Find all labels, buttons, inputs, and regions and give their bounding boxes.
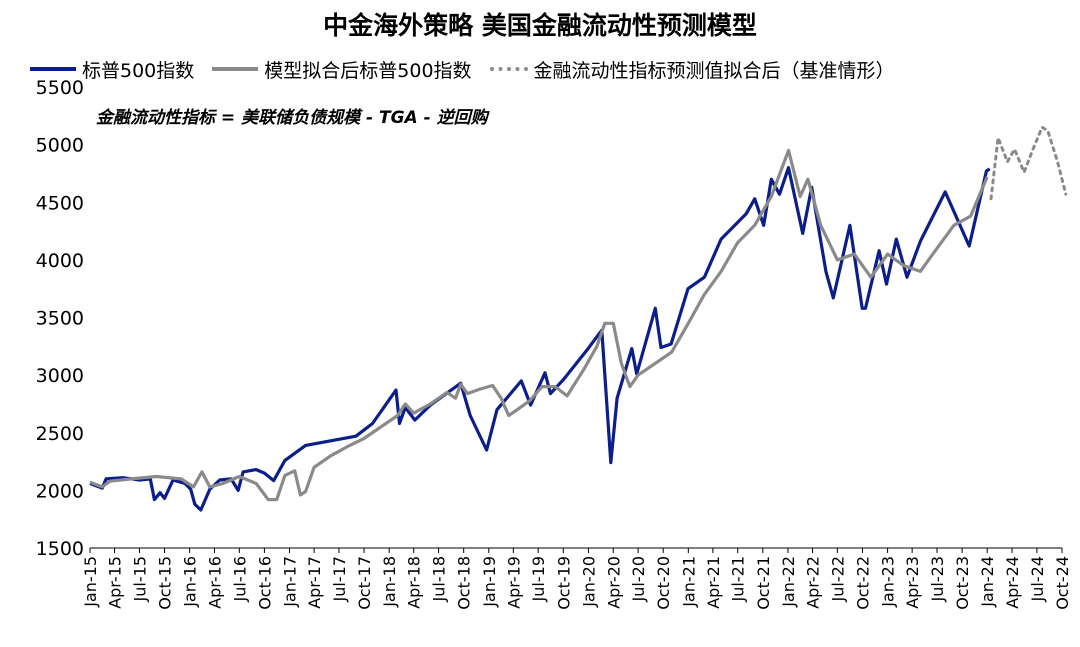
y-tick-label: 4000 <box>36 250 84 272</box>
x-tick-label: Jul-21 <box>729 556 748 602</box>
x-tick-label: Oct-23 <box>953 556 972 610</box>
x-axis: Jan-15 Apr-15 Jul-15 Oct-15 Jan-16 Apr-16 Jul-… <box>81 547 1072 610</box>
x-tick-label: Jul-23 <box>928 556 947 602</box>
x-tick-label: Jan-23 <box>879 556 898 608</box>
y-axis-labels: 1500 2000 2500 3000 3500 4000 4500 5000 5500 <box>36 77 84 560</box>
y-tick-label: 5500 <box>36 77 84 99</box>
y-tick-label: 5000 <box>36 135 84 157</box>
legend-label-sp500: 标普500指数 <box>82 59 195 82</box>
legend-label-forecast: 金融流动性指标预测值拟合后（基准情形） <box>533 59 895 82</box>
model-fit-line <box>89 148 989 502</box>
x-tick-label: Jul-16 <box>230 556 249 602</box>
x-tick-label: Oct-22 <box>853 556 872 610</box>
x-tick-label: Oct-16 <box>255 556 274 610</box>
legend-swatch-forecast <box>489 67 528 71</box>
x-tick-label: Oct-15 <box>156 556 175 610</box>
series-layer <box>89 125 1068 512</box>
forecast-line <box>989 125 1068 201</box>
legend-swatch-model <box>212 67 259 71</box>
legend-item-model: 模型拟合后标普500指数 <box>212 56 472 83</box>
x-tick-label: Jan-16 <box>181 556 200 608</box>
x-tick-label: Jan-24 <box>978 556 997 608</box>
chart-title: 中金海外策略 美国金融流动性预测模型 <box>323 11 757 40</box>
x-tick-label: Apr-16 <box>205 556 224 609</box>
x-tick-label: Apr-15 <box>106 556 125 609</box>
legend: 标普500指数 模型拟合后标普500指数 金融流动性指标预测值拟合后（基准情形） <box>30 54 913 84</box>
x-tick-label: Apr-22 <box>804 556 823 609</box>
x-tick-label: Oct-24 <box>1053 556 1072 610</box>
x-tick-label: Jul-18 <box>430 556 449 602</box>
x-tick-label: Oct-19 <box>554 556 573 610</box>
y-tick-label: 2500 <box>36 423 84 445</box>
x-tick-label: Jan-17 <box>281 556 300 608</box>
x-tick-label: Apr-19 <box>504 556 523 609</box>
x-tick-label: Oct-20 <box>654 556 673 610</box>
x-tick-label: Jan-18 <box>380 556 399 608</box>
y-tick-label: 3500 <box>36 308 84 330</box>
x-tick-label: Jul-17 <box>330 556 349 602</box>
x-tick-label: Jan-20 <box>579 556 598 608</box>
y-tick-label: 1500 <box>36 538 84 560</box>
x-tick-label: Jul-19 <box>529 556 548 602</box>
sp500-line <box>89 166 991 512</box>
x-tick-label: Apr-18 <box>405 556 424 609</box>
x-tick-label: Jan-19 <box>480 556 499 608</box>
x-tick-label: Jul-20 <box>629 556 648 602</box>
x-tick-label: Oct-18 <box>455 556 474 610</box>
x-tick-label: Apr-20 <box>604 556 623 609</box>
legend-swatch-sp500 <box>30 67 76 71</box>
y-tick-label: 2000 <box>36 480 84 502</box>
x-tick-label: Jan-22 <box>779 556 798 608</box>
legend-item-sp500: 标普500指数 <box>30 56 194 83</box>
chart-annotation: 金融流动性指标 = 美联储负债规模 - TGA - 逆回购 <box>96 108 491 128</box>
x-tick-label: Jul-24 <box>1028 556 1047 602</box>
x-tick-label: Jan-21 <box>679 556 698 608</box>
x-tick-label: Jul-22 <box>828 556 847 602</box>
x-tick-label: Apr-21 <box>704 556 723 609</box>
legend-label-model: 模型拟合后标普500指数 <box>264 59 472 82</box>
legend-item-forecast: 金融流动性指标预测值拟合后（基准情形） <box>489 56 895 83</box>
y-tick-label: 4500 <box>36 192 84 214</box>
x-tick-label: Oct-21 <box>754 556 773 610</box>
x-tick-label: Apr-23 <box>903 556 922 609</box>
x-tick-label: Jul-15 <box>130 556 149 602</box>
x-tick-label: Oct-17 <box>355 556 374 610</box>
y-tick-label: 3000 <box>36 365 84 387</box>
x-tick-label: Apr-17 <box>305 556 324 609</box>
x-tick-label: Jan-15 <box>81 556 100 608</box>
x-tick-label: Apr-24 <box>1003 556 1022 609</box>
